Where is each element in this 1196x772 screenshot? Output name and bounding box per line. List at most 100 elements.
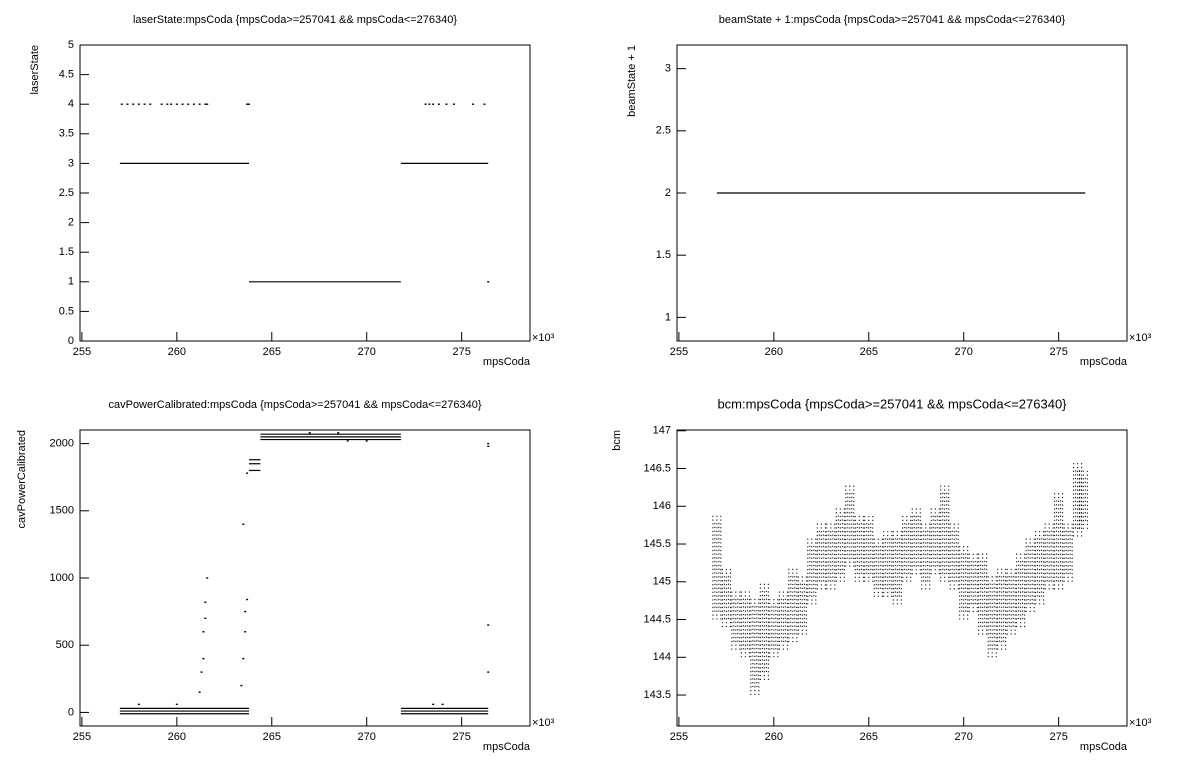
chart-title: beamState + 1:mpsCoda {mpsCoda>=257041 &… (719, 14, 1066, 26)
chart-title: cavPowerCalibrated:mpsCoda {mpsCoda>=257… (108, 399, 481, 411)
point (432, 103, 435, 105)
y-axis-title: cavPowerCalibrated (16, 430, 28, 528)
panel: cavPowerCalibrated:mpsCoda {mpsCoda>=257… (16, 399, 555, 753)
point (337, 432, 340, 434)
panel: laserState:mpsCoda {mpsCoda>=257041 && m… (29, 14, 555, 368)
point (143, 103, 146, 105)
y-tick-label: 145.5 (643, 538, 671, 550)
point (240, 684, 243, 687)
y-axis-title: beamState + 1 (626, 45, 638, 117)
point (487, 281, 490, 283)
point (126, 103, 129, 105)
y-tick-label: 5 (68, 39, 74, 51)
x-tick-label: 255 (73, 731, 91, 743)
panel: bcm:mpsCoda {mpsCoda>=257041 && mpsCoda<… (611, 396, 1152, 752)
point (120, 103, 123, 105)
chart-title: bcm:mpsCoda {mpsCoda>=257041 && mpsCoda<… (717, 396, 1067, 411)
x-axis-title: mpsCoda (483, 356, 531, 368)
point (487, 624, 490, 626)
y-tick-label: 3 (665, 63, 671, 75)
point (453, 103, 456, 105)
point (202, 631, 205, 633)
panel: beamState + 1:mpsCoda {mpsCoda>=257041 &… (626, 14, 1152, 368)
point (160, 103, 163, 105)
y-tick-label: 1 (68, 276, 74, 288)
point (483, 103, 486, 105)
point (166, 103, 169, 105)
point (242, 657, 245, 660)
y-tick-label: 144 (653, 651, 671, 663)
chart-title: laserState:mpsCoda {mpsCoda>=257041 && m… (133, 14, 457, 26)
x-tick-label: 255 (670, 346, 688, 358)
x-tick-label: 275 (452, 731, 470, 743)
y-tick-label: 1000 (50, 572, 74, 584)
y-tick-label: 3 (68, 157, 74, 169)
x-axis-title: mpsCoda (1080, 741, 1128, 753)
point (200, 671, 203, 673)
x-multiplier: ×10³ (1129, 717, 1152, 729)
y-tick-label: 500 (56, 639, 74, 651)
x-axis-title: mpsCoda (1080, 356, 1128, 368)
plot-frame (676, 429, 1128, 727)
point (428, 103, 431, 105)
y-tick-label: 143.5 (643, 689, 671, 701)
y-tick-label: 1 (665, 311, 671, 323)
point (132, 103, 135, 105)
point (175, 703, 178, 706)
y-tick-label: 2.5 (59, 187, 74, 199)
x-tick-label: 270 (955, 731, 973, 743)
y-tick-label: 147 (653, 425, 671, 437)
point (192, 103, 195, 105)
x-axis-title: mpsCoda (483, 741, 531, 753)
point (204, 617, 207, 620)
y-tick-label: 1.5 (59, 246, 74, 258)
point (198, 691, 201, 693)
point (365, 440, 368, 442)
point (137, 703, 140, 706)
point (308, 432, 311, 434)
point (242, 523, 245, 525)
point (472, 103, 475, 105)
y-axis-title: bcm (611, 430, 623, 451)
x-tick-label: 255 (670, 731, 688, 743)
point (246, 598, 249, 601)
point (181, 103, 184, 105)
point (137, 103, 140, 105)
point (175, 103, 178, 105)
y-tick-label: 146 (653, 500, 671, 512)
point (170, 103, 173, 105)
x-tick-label: 275 (452, 346, 470, 358)
y-tick-label: 2.5 (656, 125, 671, 137)
y-tick-label: 144.5 (643, 613, 671, 625)
y-tick-label: 0 (68, 335, 74, 347)
point (487, 445, 490, 447)
point (487, 442, 490, 445)
point (487, 671, 490, 673)
x-tick-label: 265 (263, 731, 281, 743)
point (187, 103, 190, 105)
x-tick-label: 265 (860, 346, 878, 358)
y-tick-label: 145 (653, 576, 671, 588)
y-tick-label: 3.5 (59, 128, 74, 140)
x-tick-label: 255 (73, 346, 91, 358)
x-multiplier: ×10³ (1129, 332, 1152, 344)
point (244, 631, 247, 633)
y-tick-label: 4 (68, 98, 74, 110)
point (246, 472, 249, 474)
x-tick-label: 270 (358, 731, 376, 743)
x-tick-label: 260 (765, 731, 783, 743)
y-tick-label: 146.5 (643, 462, 671, 474)
point (424, 103, 427, 105)
point (149, 103, 152, 105)
y-tick-label: 2 (68, 217, 74, 229)
point (244, 610, 247, 613)
point (247, 103, 250, 105)
x-tick-label: 260 (168, 731, 186, 743)
plot-frame (79, 44, 531, 342)
x-tick-label: 270 (955, 346, 973, 358)
plot-frame (79, 429, 531, 727)
x-tick-label: 260 (168, 346, 186, 358)
x-tick-label: 265 (263, 346, 281, 358)
y-tick-label: 2000 (50, 437, 74, 449)
